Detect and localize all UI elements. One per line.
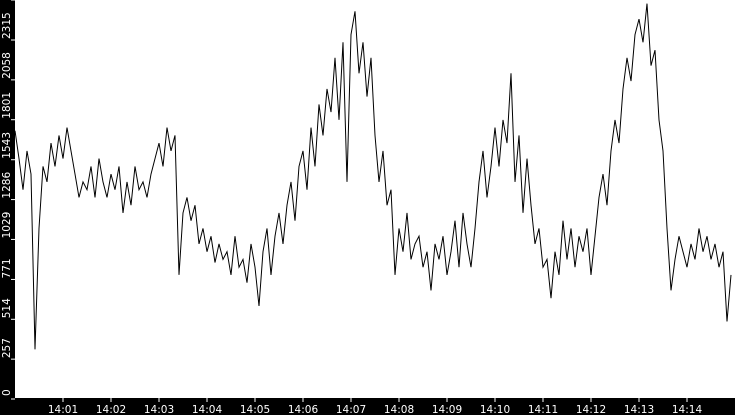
series-line [14, 3, 732, 350]
x-tick-label: 14:13 [624, 404, 654, 415]
plot-area [15, 0, 735, 398]
x-tick-label: 14:06 [288, 404, 319, 415]
y-tick-label: 2058 [1, 52, 13, 79]
y-axis: 02575147711029128615431801205823152573 [1, 0, 15, 400]
y-tick-label: 257 [1, 338, 13, 358]
x-tick-label: 14:08 [384, 404, 414, 415]
y-tick-label: 0 [1, 389, 13, 396]
x-tick-label: 14:03 [144, 404, 174, 415]
x-tick-label: 14:04 [192, 404, 223, 415]
x-axis: 14:01 14:02 14:03 14:04 14:05 14:06 14:07 14:08… [48, 398, 703, 415]
x-tick-label: 14:07 [336, 404, 366, 415]
y-tick-label: 1543 [1, 132, 13, 159]
y-tick-label: 514 [1, 298, 13, 318]
y-tick-label: 2315 [1, 12, 13, 39]
y-tick-label: 1029 [1, 212, 13, 239]
x-tick-label: 14:01 [48, 404, 78, 415]
x-tick-label: 14:11 [528, 404, 558, 415]
x-tick-label: 14:12 [576, 404, 606, 415]
y-tick-label: 1801 [1, 92, 13, 119]
x-tick-label: 14:09 [432, 404, 462, 415]
x-tick-label: 14:02 [96, 404, 126, 415]
y-tick-label: 771 [1, 258, 13, 278]
x-tick-label: 14:10 [480, 404, 510, 415]
y-tick-label: 1286 [1, 172, 13, 199]
x-tick-label: 14:14 [672, 404, 703, 415]
x-tick-label: 14:05 [240, 404, 270, 415]
